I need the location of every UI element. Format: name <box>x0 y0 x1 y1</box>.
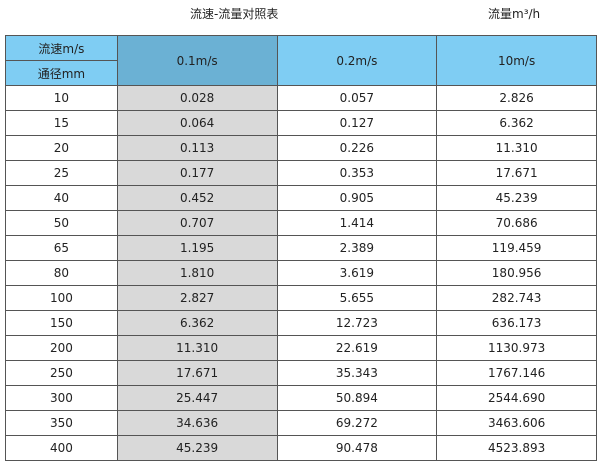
table-row: 40 0.452 0.905 45.239 <box>5 185 597 211</box>
diameter-cell: 20 <box>5 135 118 161</box>
flow-cell: 636.173 <box>436 310 597 336</box>
flow-cell: 6.362 <box>116 310 278 336</box>
flow-cell: 2.389 <box>276 235 438 261</box>
flow-cell: 0.707 <box>116 210 278 236</box>
table-row: 350 34.636 69.272 3463.606 <box>5 410 597 436</box>
flow-cell: 1130.973 <box>436 335 597 361</box>
flow-cell: 1.810 <box>116 260 278 286</box>
diameter-header: 通径mm <box>5 60 118 86</box>
flow-cell: 3463.606 <box>436 410 597 436</box>
velocity-header: 流速m/s <box>5 35 118 61</box>
flow-cell: 282.743 <box>436 285 597 311</box>
table-row: 80 1.810 3.619 180.956 <box>5 260 597 286</box>
flow-cell: 34.636 <box>116 410 278 436</box>
flow-cell: 0.028 <box>116 85 278 111</box>
diameter-cell: 50 <box>5 210 118 236</box>
table-title: 流速-流量对照表 <box>190 7 279 21</box>
flow-cell: 11.310 <box>116 335 278 361</box>
column-header: 0.1m/s <box>116 35 278 86</box>
table-row: 400 45.239 90.478 4523.893 <box>5 435 597 461</box>
diameter-cell: 40 <box>5 185 118 211</box>
diameter-cell: 300 <box>5 385 118 411</box>
flow-cell: 1767.146 <box>436 360 597 386</box>
flow-cell: 50.894 <box>276 385 438 411</box>
diameter-cell: 25 <box>5 160 118 186</box>
flow-cell: 2.827 <box>116 285 278 311</box>
flow-cell: 12.723 <box>276 310 438 336</box>
flow-cell: 2544.690 <box>436 385 597 411</box>
table-row: 10 0.028 0.057 2.826 <box>5 85 597 111</box>
flow-cell: 4523.893 <box>436 435 597 461</box>
table-row: 20 0.113 0.226 11.310 <box>5 135 597 161</box>
flow-cell: 1.195 <box>116 235 278 261</box>
flow-cell: 17.671 <box>436 160 597 186</box>
flow-cell: 90.478 <box>276 435 438 461</box>
flow-cell: 22.619 <box>276 335 438 361</box>
table-row: 150 6.362 12.723 636.173 <box>5 310 597 336</box>
flow-cell: 119.459 <box>436 235 597 261</box>
flow-cell: 45.239 <box>116 435 278 461</box>
diameter-cell: 150 <box>5 310 118 336</box>
flow-cell: 0.905 <box>276 185 438 211</box>
diameter-cell: 200 <box>5 335 118 361</box>
diameter-cell: 400 <box>5 435 118 461</box>
flow-cell: 0.452 <box>116 185 278 211</box>
flow-cell: 5.655 <box>276 285 438 311</box>
flow-cell: 25.447 <box>116 385 278 411</box>
flow-cell: 70.686 <box>436 210 597 236</box>
table-row: 65 1.195 2.389 119.459 <box>5 235 597 261</box>
flow-table: 流速m/s 0.1m/s 0.2m/s 10m/s 通径mm 10 0.028 0.… <box>5 35 597 461</box>
table-row: 300 25.447 50.894 2544.690 <box>5 385 597 411</box>
diameter-cell: 15 <box>5 110 118 136</box>
table-row: 50 0.707 1.414 70.686 <box>5 210 597 236</box>
table-row: 25 0.177 0.353 17.671 <box>5 160 597 186</box>
flow-cell: 2.826 <box>436 85 597 111</box>
flow-cell: 0.127 <box>276 110 438 136</box>
flow-cell: 0.064 <box>116 110 278 136</box>
flow-cell: 17.671 <box>116 360 278 386</box>
flow-cell: 1.414 <box>276 210 438 236</box>
diameter-cell: 65 <box>5 235 118 261</box>
diameter-cell: 100 <box>5 285 118 311</box>
flow-cell: 180.956 <box>436 260 597 286</box>
column-header: 0.2m/s <box>276 35 438 86</box>
table-row: 200 11.310 22.619 1130.973 <box>5 335 597 361</box>
diameter-cell: 250 <box>5 360 118 386</box>
flow-cell: 6.362 <box>436 110 597 136</box>
flow-cell: 0.057 <box>276 85 438 111</box>
flow-cell: 3.619 <box>276 260 438 286</box>
unit-label: 流量m³/h <box>488 7 541 21</box>
flow-cell: 35.343 <box>276 360 438 386</box>
diameter-cell: 80 <box>5 260 118 286</box>
table-row: 15 0.064 0.127 6.362 <box>5 110 597 136</box>
flow-cell: 69.272 <box>276 410 438 436</box>
table-row: 250 17.671 35.343 1767.146 <box>5 360 597 386</box>
diameter-cell: 10 <box>5 85 118 111</box>
flow-cell: 45.239 <box>436 185 597 211</box>
table-row: 100 2.827 5.655 282.743 <box>5 285 597 311</box>
flow-cell: 0.177 <box>116 160 278 186</box>
column-header: 10m/s <box>436 35 597 86</box>
flow-cell: 0.113 <box>116 135 278 161</box>
diameter-cell: 350 <box>5 410 118 436</box>
flow-cell: 0.226 <box>276 135 438 161</box>
flow-cell: 11.310 <box>436 135 597 161</box>
flow-cell: 0.353 <box>276 160 438 186</box>
